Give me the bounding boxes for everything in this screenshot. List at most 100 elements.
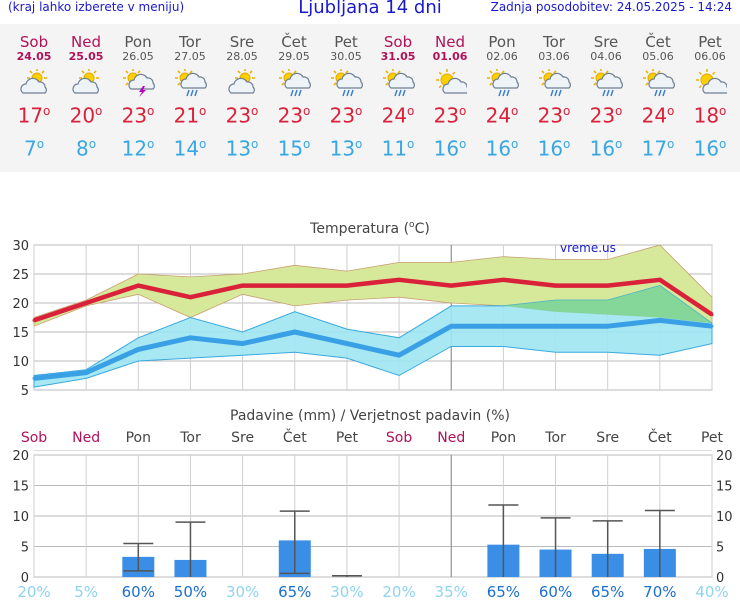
rain-drop <box>654 89 658 97</box>
sun-ray <box>385 82 389 86</box>
day-name: Sob <box>19 33 49 51</box>
precipitation-probability: 40% <box>695 583 728 600</box>
x-category-label: Pon <box>491 430 516 446</box>
x-category-label: Pon <box>126 430 151 446</box>
precipitation-probability: 20% <box>382 583 415 600</box>
day-name: Sre <box>593 33 619 51</box>
x-category-label: Sob <box>386 430 412 446</box>
max-temperature: 23o <box>121 103 155 128</box>
y-tick-label: 20 <box>12 297 29 312</box>
day-name: Pet <box>334 33 358 51</box>
lightning-shape <box>139 86 146 97</box>
y-tick-label: 30 <box>12 239 29 254</box>
sun-ray <box>125 82 129 86</box>
day-column: Tor 03.06 23o 16o <box>528 24 580 160</box>
precipitation-chart-header: Padavine (mm) / Verjetnost padavin (%) So… <box>21 408 724 446</box>
rain-drop <box>606 89 610 97</box>
max-temperature: 18o <box>693 103 727 128</box>
rain-drop <box>402 89 406 97</box>
day-column: Ned 01.06 23o 16o <box>424 24 476 161</box>
day-date: 04.06 <box>590 50 622 63</box>
day-column: Čet 05.06 24o 17o <box>632 24 684 160</box>
min-point <box>84 371 88 375</box>
rain-drop <box>658 89 662 97</box>
precipitation-probability: 65% <box>591 583 624 600</box>
min-temperature: 16o <box>589 136 623 161</box>
min-temperature: 15o <box>277 136 311 161</box>
cloud-shape <box>72 77 99 94</box>
sun-cloud-rain-icon <box>591 69 623 97</box>
day-column: Tor 27.05 21o 14o <box>164 24 216 160</box>
day-name: Pet <box>698 33 722 51</box>
min-point <box>397 353 401 357</box>
sun-ray <box>93 70 97 74</box>
rain-drop <box>602 89 606 97</box>
x-category-label: Čet <box>283 428 307 446</box>
min-point <box>32 376 36 380</box>
sun-cloud-rain-icon <box>383 69 415 97</box>
mostly-sunny-icon <box>696 69 727 94</box>
day-column: Sre 28.05 23o 13o <box>216 24 268 161</box>
x-category-label: Pet <box>701 430 724 446</box>
precipitation-probability: 30% <box>226 583 259 600</box>
day-name: Čet <box>281 33 307 51</box>
cloud-shape <box>648 72 675 89</box>
day-column: Pon 26.05 23o 12o <box>112 24 164 160</box>
max-point <box>658 278 662 282</box>
precipitation-probability: 50% <box>174 583 207 600</box>
x-category-label: Sob <box>21 430 47 446</box>
day-date: 01.06 <box>432 50 468 63</box>
sun-ray <box>281 82 285 86</box>
rain-drop <box>194 89 198 97</box>
precipitation-probability: 60% <box>539 583 572 600</box>
min-temperature: 13o <box>225 136 259 161</box>
page-title: Ljubljana 14 dni <box>298 0 442 18</box>
sun-ray <box>385 70 389 74</box>
sun-ray <box>712 71 716 75</box>
rain-drop <box>662 89 666 97</box>
cloud-shape <box>702 77 727 94</box>
max-point <box>32 318 36 322</box>
day-date: 03.06 <box>538 50 570 63</box>
day-name: Tor <box>179 33 201 51</box>
max-point <box>710 313 714 317</box>
sun-ray <box>125 70 129 74</box>
partly-cloudy-icon <box>20 69 47 94</box>
sun-ray <box>698 71 702 75</box>
day-column: Pet 06.06 18o 16o <box>684 24 736 160</box>
menu-hint: (kraj lahko izberete v meniju) <box>8 0 185 14</box>
cloud-shape <box>388 72 415 89</box>
cloud-shape <box>180 72 207 89</box>
precipitation-probability: 35% <box>435 583 468 600</box>
y-tick-label-left: 15 <box>12 480 29 495</box>
max-temperature-line <box>33 277 714 323</box>
sun-ray <box>553 70 557 74</box>
sun-ray <box>41 70 45 74</box>
rain-drop <box>506 89 510 97</box>
cloud-shape <box>284 72 311 89</box>
sun-ray <box>177 82 181 86</box>
day-column: Čet 29.05 23o 15o <box>268 24 320 160</box>
day-name: Čet <box>645 33 671 51</box>
sun-ray <box>397 70 401 74</box>
rain-drop <box>290 89 294 97</box>
partly-cloudy-icon <box>72 69 99 94</box>
rain-drop <box>498 89 502 97</box>
day-column: Ned 25.05 20o 8o <box>60 24 112 161</box>
day-date: 31.05 <box>380 50 416 63</box>
max-temperature: 21o <box>173 103 207 128</box>
x-category-label: Tor <box>544 430 566 446</box>
y-tick-label: 25 <box>12 268 29 283</box>
min-temperature: 8o <box>75 136 97 161</box>
max-temperature: 20o <box>69 103 103 128</box>
max-point <box>501 278 505 282</box>
partly-cloudy-icon <box>228 69 255 94</box>
rain-drop <box>394 89 398 97</box>
min-point <box>710 324 714 328</box>
max-point <box>188 295 192 299</box>
sun-ray <box>137 70 141 74</box>
day-date: 26.05 <box>122 50 154 63</box>
sun-ray <box>593 82 597 86</box>
precipitation-probability: 65% <box>278 583 311 600</box>
max-point <box>241 284 245 288</box>
